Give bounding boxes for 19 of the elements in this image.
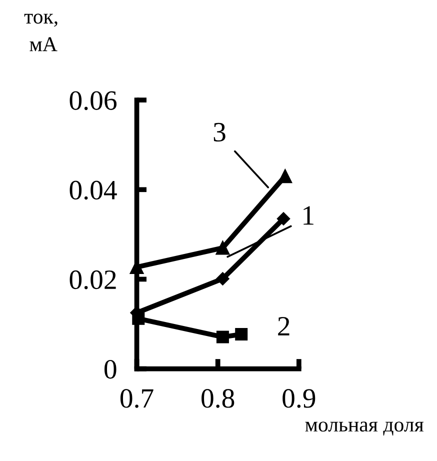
point <box>278 169 292 184</box>
x-tick-label: 0.8 <box>202 389 234 408</box>
point <box>235 328 248 341</box>
annotation: 1 <box>304 206 314 225</box>
x-tick-label: 0.7 <box>120 389 154 408</box>
y-tick-label: 0.02 <box>70 270 116 290</box>
x-tick-label: 0.9 <box>282 389 316 408</box>
x-axis-title: мольная доля <box>305 422 424 436</box>
point <box>132 312 145 325</box>
y-tick-label: 0 <box>104 360 116 379</box>
annotation: 2 <box>278 317 290 336</box>
y-axis-title: ток, мА <box>24 14 58 52</box>
y-tick-label: 0.04 <box>70 180 117 200</box>
point <box>216 330 229 344</box>
annotation: 3 <box>214 122 226 142</box>
point <box>216 272 230 286</box>
y-tick-label: 0.06 <box>70 91 117 110</box>
point <box>216 240 230 255</box>
point <box>276 212 290 226</box>
